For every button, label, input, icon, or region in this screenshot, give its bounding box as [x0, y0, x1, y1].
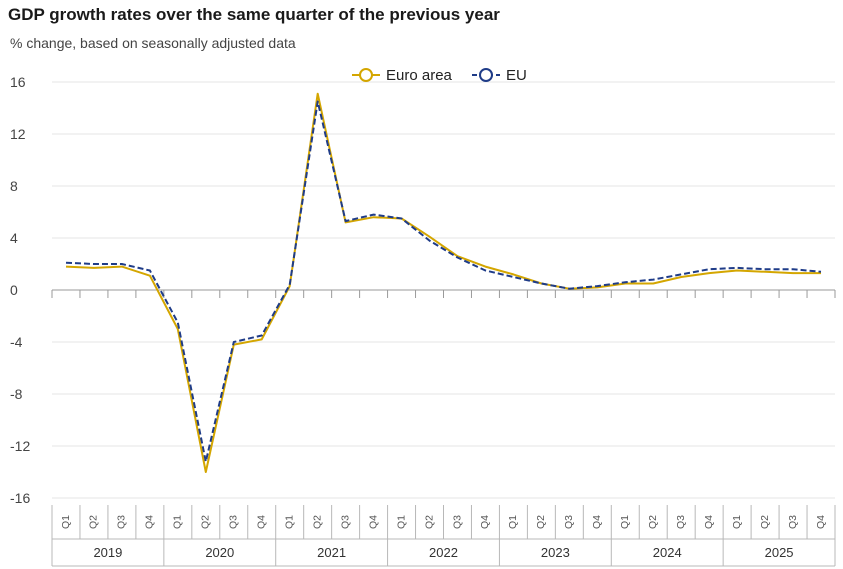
x-tick-label-quarter: Q1 [507, 515, 519, 529]
series-line-euro-area [65, 92, 821, 473]
x-tick-label-quarter: Q3 [339, 515, 351, 529]
x-tick-label-quarter: Q2 [759, 515, 771, 529]
x-tick-label-quarter: Q2 [423, 515, 435, 529]
x-tick-label-quarter: Q4 [703, 515, 715, 529]
y-tick-label: 12 [10, 126, 26, 142]
x-tick-label-quarter: Q3 [563, 515, 575, 529]
x-tick-label-quarter: Q3 [675, 515, 687, 529]
y-tick-label: 0 [10, 282, 18, 298]
x-tick-label-year: 2019 [93, 545, 122, 560]
x-tick-label-quarter: Q4 [144, 515, 156, 529]
x-tick-label-year: 2023 [541, 545, 570, 560]
x-tick-label-quarter: Q4 [815, 515, 827, 529]
x-tick-label-year: 2022 [429, 545, 458, 560]
x-tick-label-year: 2025 [765, 545, 794, 560]
x-tick-label-quarter: Q1 [60, 515, 72, 529]
y-tick-label: -16 [10, 490, 30, 506]
x-tick-label-quarter: Q3 [451, 515, 463, 529]
x-tick-label-quarter: Q1 [619, 515, 631, 529]
legend[interactable]: Euro area EU [352, 67, 527, 84]
x-tick-label-quarter: Q3 [228, 515, 240, 529]
y-tick-label: -4 [10, 334, 23, 350]
x-tick-label-quarter: Q3 [116, 515, 128, 529]
x-tick-label-quarter: Q4 [591, 515, 603, 529]
x-tick-label-year: 2021 [317, 545, 346, 560]
x-tick-label-quarter: Q2 [311, 515, 323, 529]
x-tick-label-quarter: Q1 [283, 515, 295, 529]
y-tick-label: 4 [10, 230, 18, 246]
x-tick-label-quarter: Q4 [479, 515, 491, 529]
x-tick-label-quarter: Q1 [395, 515, 407, 529]
y-axis-ticks: 16 12 8 4 0 -4 -8 -12 -16 [10, 74, 30, 506]
legend-item-eu[interactable]: EU [472, 67, 527, 84]
x-tick-label-quarter: Q3 [787, 515, 799, 529]
x-tick-label-year: 2020 [205, 545, 234, 560]
gridlines [51, 81, 836, 499]
legend-item-euro-area[interactable]: Euro area [352, 67, 453, 84]
legend-marker [479, 68, 493, 82]
series-lines [65, 92, 822, 473]
y-tick-label: 8 [10, 178, 18, 194]
y-tick-label: -8 [10, 386, 23, 402]
y-tick-label: 16 [10, 74, 26, 90]
legend-label: Euro area [386, 67, 453, 84]
x-tick-label-quarter: Q4 [256, 515, 268, 529]
x-tick-label-quarter: Q2 [647, 515, 659, 529]
x-tick-label-quarter: Q2 [88, 515, 100, 529]
x-tick-label-quarter: Q2 [200, 515, 212, 529]
x-tick-label-quarter: Q2 [535, 515, 547, 529]
y-tick-label: -12 [10, 438, 30, 454]
x-tick-label-quarter: Q1 [731, 515, 743, 529]
chart-subtitle: % change, based on seasonally adjusted d… [10, 35, 296, 51]
x-tick-label-quarter: Q1 [172, 515, 184, 529]
legend-marker [359, 68, 373, 82]
x-axis: Q1 Q2 Q3 Q4 Q1 Q2 Q3 Q4 Q1 Q2 Q3 Q4 Q1 Q2 Q3 Q4 Q1 Q2 Q3 Q4… [51, 505, 836, 567]
x-tick-label-quarter: Q4 [367, 515, 379, 529]
series-line-eu [65, 100, 822, 463]
x-tick-label-year: 2024 [653, 545, 682, 560]
legend-label: EU [506, 67, 527, 84]
chart-title: GDP growth rates over the same quarter o… [8, 5, 500, 24]
